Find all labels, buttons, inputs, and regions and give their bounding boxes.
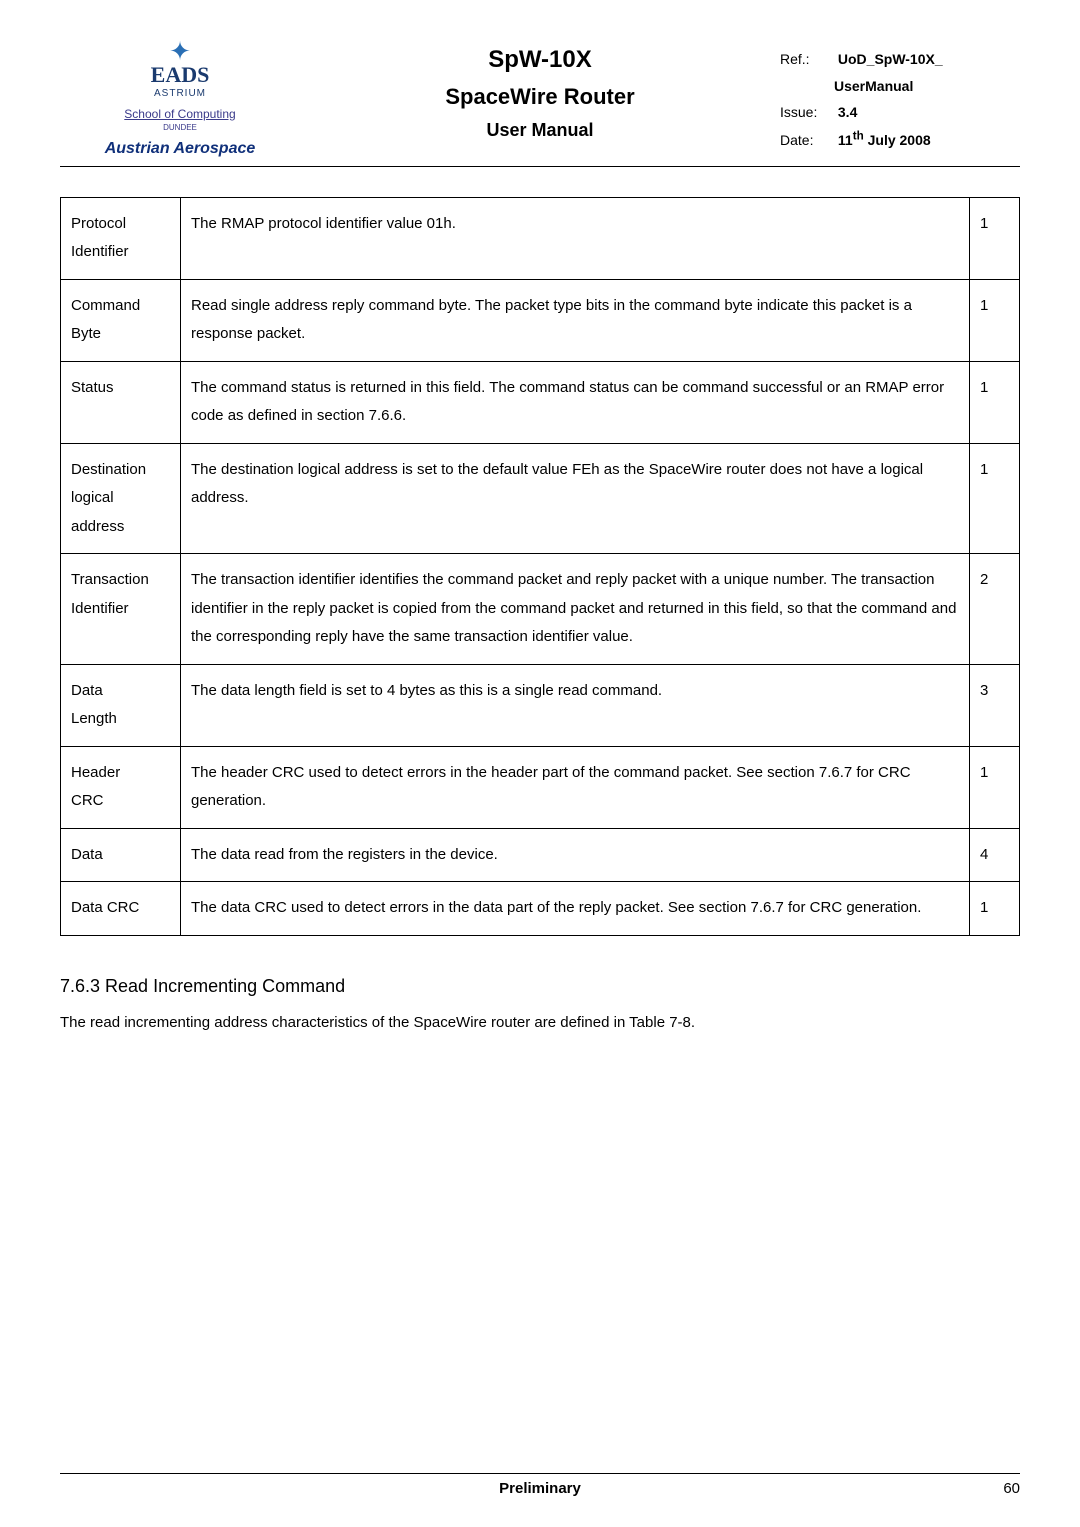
meta-block: Ref.: UoD_SpW-10X_ UserManual Issue: 3.4… [780,40,1020,154]
field-desc: The data length field is set to 4 bytes … [181,664,970,746]
field-desc: The data CRC used to detect errors in th… [181,882,970,936]
issue-value: 3.4 [838,104,857,120]
field-name: ProtocolIdentifier [61,197,181,279]
table-row: DataLengthThe data length field is set t… [61,664,1020,746]
ref-value: UoD_SpW-10X_ [838,51,943,67]
page-footer: Preliminary 60 [60,1473,1020,1497]
field-name: Data [61,828,181,882]
field-size: 1 [970,361,1020,443]
table-row: CommandByteRead single address reply com… [61,279,1020,361]
field-desc: The transaction identifier identifies th… [181,554,970,665]
field-size: 2 [970,554,1020,665]
section-heading: 7.6.3 Read Incrementing Command [60,976,1020,997]
field-desc: The data read from the registers in the … [181,828,970,882]
field-size: 1 [970,746,1020,828]
title-tert: User Manual [300,120,780,141]
field-name: DataLength [61,664,181,746]
field-size: 1 [970,443,1020,554]
table-row: Data CRCThe data CRC used to detect erro… [61,882,1020,936]
section-body: The read incrementing address characteri… [60,1011,1020,1035]
table-row: StatusThe command status is returned in … [61,361,1020,443]
field-name: TransactionIdentifier [61,554,181,665]
table-row: ProtocolIdentifierThe RMAP protocol iden… [61,197,1020,279]
issue-label: Issue: [780,99,834,126]
field-table: ProtocolIdentifierThe RMAP protocol iden… [60,197,1020,936]
field-name: Destinationlogicaladdress [61,443,181,554]
field-desc: The command status is returned in this f… [181,361,970,443]
table-row: DestinationlogicaladdressThe destination… [61,443,1020,554]
logo-block: ✦ EADS ASTRIUM School of Computing DUNDE… [60,40,300,158]
field-desc: Read single address reply command byte. … [181,279,970,361]
field-name: Status [61,361,181,443]
school-label: School of Computing [124,107,235,121]
ref-label: Ref.: [780,46,834,73]
field-desc: The RMAP protocol identifier value 01h. [181,197,970,279]
field-desc: The destination logical address is set t… [181,443,970,554]
field-size: 1 [970,197,1020,279]
field-name: HeaderCRC [61,746,181,828]
star-icon: ✦ [169,44,191,60]
field-desc: The header CRC used to detect errors in … [181,746,970,828]
dundee-label: DUNDEE [163,123,197,132]
title-block: SpW-10X SpaceWire Router User Manual [300,40,780,141]
austrian-label: Austrian Aerospace [105,140,256,158]
table-row: TransactionIdentifierThe transaction ide… [61,554,1020,665]
field-size: 1 [970,882,1020,936]
date-value: 11th July 2008 [838,132,931,148]
footer-page: 60 [1003,1480,1020,1497]
logo-brand: EADS [151,62,210,88]
field-name: CommandByte [61,279,181,361]
table-row: HeaderCRCThe header CRC used to detect e… [61,746,1020,828]
logo-subbrand: ASTRIUM [154,88,206,99]
field-name: Data CRC [61,882,181,936]
table-row: DataThe data read from the registers in … [61,828,1020,882]
date-label: Date: [780,127,834,154]
page-header: ✦ EADS ASTRIUM School of Computing DUNDE… [60,40,1020,167]
title-sub: SpaceWire Router [300,84,780,110]
field-size: 3 [970,664,1020,746]
ref-value2: UserManual [834,78,913,94]
field-size: 4 [970,828,1020,882]
footer-center: Preliminary [499,1480,581,1497]
field-size: 1 [970,279,1020,361]
title-main: SpW-10X [300,46,780,74]
